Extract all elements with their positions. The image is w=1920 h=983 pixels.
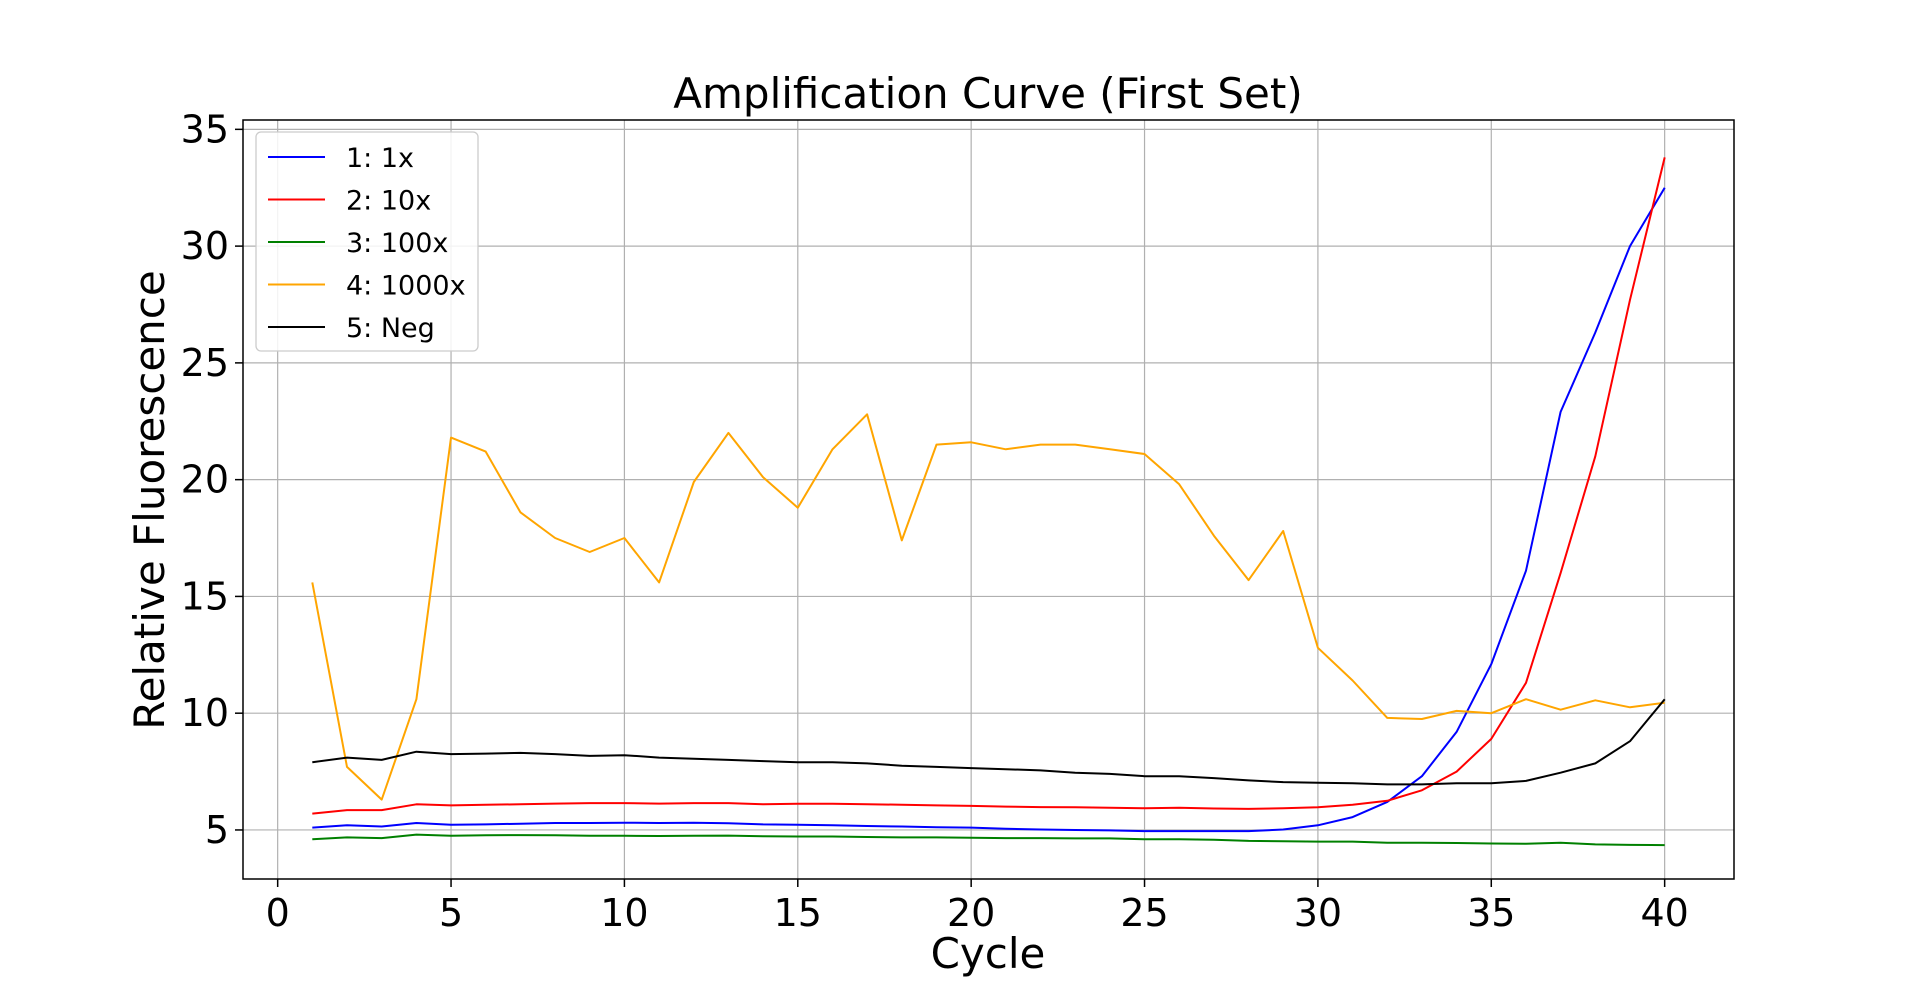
chart-title: Amplification Curve (First Set) [673, 69, 1302, 118]
x-tick-label: 10 [600, 891, 648, 935]
x-tick-label: 20 [947, 891, 995, 935]
series-line-100x [312, 833, 1665, 847]
y-tick-label: 30 [181, 224, 229, 268]
legend-label-100x: 3: 100x [346, 228, 448, 259]
series-layer [311, 157, 1666, 847]
y-axis-title: Relative Fluorescence [125, 270, 174, 729]
y-tick-label: 35 [181, 107, 229, 151]
legend-label-10x: 2: 10x [346, 186, 431, 217]
plot-area-frame [242, 119, 1735, 880]
x-tick-label: 40 [1640, 891, 1688, 935]
y-axis-ticks: 5 10 15 20 25 30 35 [181, 107, 243, 852]
y-tick-label: 10 [181, 691, 229, 735]
legend-label-1000x: 4: 1000x [346, 271, 466, 302]
y-tick-label: 5 [205, 808, 229, 852]
x-tick-label: 0 [266, 891, 290, 935]
series-line-1000x [311, 413, 1665, 801]
x-tick-label: 15 [774, 891, 822, 935]
x-tick-label: 5 [439, 891, 463, 935]
series-line-neg [312, 698, 1666, 786]
y-tick-label: 15 [181, 574, 229, 618]
x-axis-title: Cycle [931, 929, 1046, 978]
y-tick-label: 20 [181, 458, 229, 502]
x-axis-ticks: 0 5 10 15 20 25 30 35 40 [266, 879, 1689, 935]
legend-box [255, 131, 479, 352]
y-tick-label: 25 [181, 341, 229, 385]
legend-label-1x: 1: 1x [346, 143, 414, 174]
x-tick-label: 35 [1467, 891, 1515, 935]
x-tick-label: 30 [1294, 891, 1342, 935]
legend-label-neg: 5: Neg [346, 313, 435, 344]
series-line-10x [312, 157, 1666, 815]
legend: 1: 1x 2: 10x 3: 100x 4: 1000x 5: Neg [255, 131, 479, 352]
x-tick-label: 25 [1120, 891, 1168, 935]
series-line-1x [312, 187, 1666, 833]
